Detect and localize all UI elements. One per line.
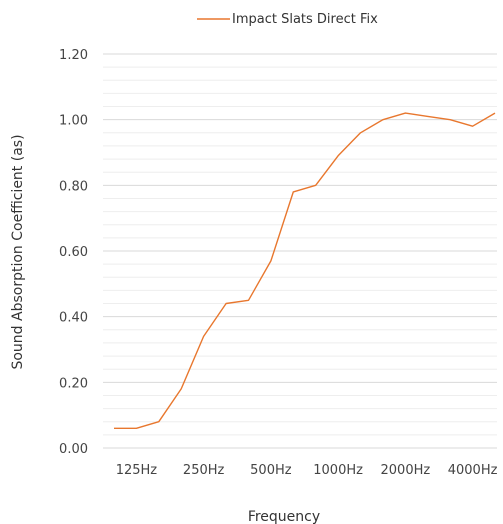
x-tick-label: 4000Hz <box>448 463 498 478</box>
series-group <box>114 112 496 429</box>
x-tick-label: 500Hz <box>250 463 292 478</box>
y-tick-label: 0.80 <box>59 179 88 194</box>
legend: Impact Slats Direct Fix <box>197 12 378 27</box>
y-tick-label: 0.00 <box>59 442 88 457</box>
y-tick-label: 0.40 <box>59 311 88 326</box>
y-axis-ticks: 0.00 0.20 0.40 0.60 0.80 1.00 1.20 <box>59 48 88 457</box>
x-tick-label: 2000Hz <box>381 463 431 478</box>
x-tick-label: 1000Hz <box>313 463 363 478</box>
x-tick-label: 125Hz <box>116 463 158 478</box>
y-axis-title: Sound Absorption Coefficient (as) <box>10 134 26 369</box>
y-tick-label: 0.20 <box>59 376 88 391</box>
grid <box>103 53 497 449</box>
series-line <box>114 112 496 429</box>
x-axis-title: Frequency <box>248 509 320 524</box>
legend-label: Impact Slats Direct Fix <box>232 12 378 27</box>
y-tick-label: 0.60 <box>59 245 88 260</box>
y-tick-label: 1.20 <box>59 48 88 63</box>
x-tick-label: 250Hz <box>183 463 225 478</box>
x-axis-ticks: 125Hz 250Hz 500Hz 1000Hz 2000Hz 4000Hz <box>116 463 498 478</box>
y-tick-label: 1.00 <box>59 114 88 129</box>
